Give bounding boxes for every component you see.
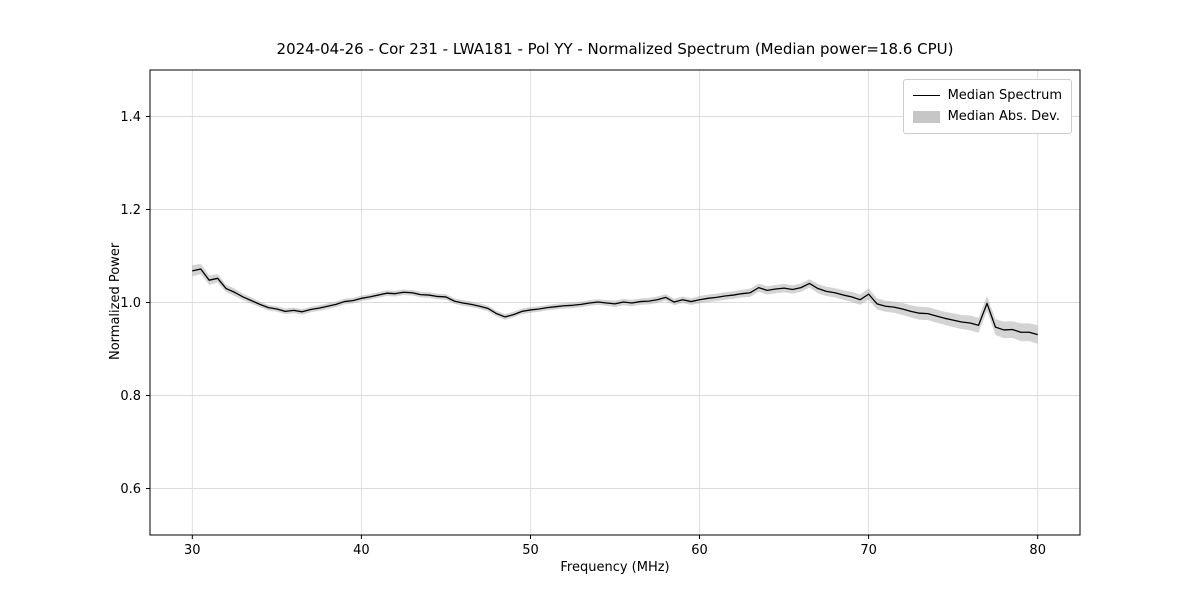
legend-patch-sample-icon — [912, 111, 940, 124]
legend-label-median-spectrum: Median Spectrum — [947, 88, 1062, 103]
x-axis-label: Frequency (MHz) — [560, 560, 670, 575]
x-tick-label: 50 — [522, 543, 539, 558]
legend-label-median-abs-dev: Median Abs. Dev. — [947, 109, 1061, 125]
legend-row-median-abs-dev: Median Abs. Dev. — [912, 106, 1062, 127]
x-tick-label: 80 — [1029, 543, 1046, 558]
y-tick-label: 0.6 — [120, 482, 141, 497]
x-tick-label: 70 — [860, 543, 877, 558]
chart-title: 2024-04-26 - Cor 231 - LWA181 - Pol YY -… — [276, 40, 954, 58]
y-tick-label: 1.2 — [120, 203, 141, 218]
x-tick-label: 60 — [691, 543, 708, 558]
x-tick-label: 40 — [353, 543, 370, 558]
y-tick-label: 1.0 — [120, 296, 141, 311]
legend-row-median-spectrum: Median Spectrum — [912, 85, 1062, 106]
x-tick-label: 30 — [184, 543, 201, 558]
legend-line-sample-icon — [912, 95, 940, 97]
legend: Median Spectrum Median Abs. Dev. — [902, 79, 1072, 134]
y-tick-label: 1.4 — [120, 110, 141, 125]
y-tick-label: 0.8 — [120, 389, 141, 404]
median-spectrum-line — [192, 268, 1038, 336]
